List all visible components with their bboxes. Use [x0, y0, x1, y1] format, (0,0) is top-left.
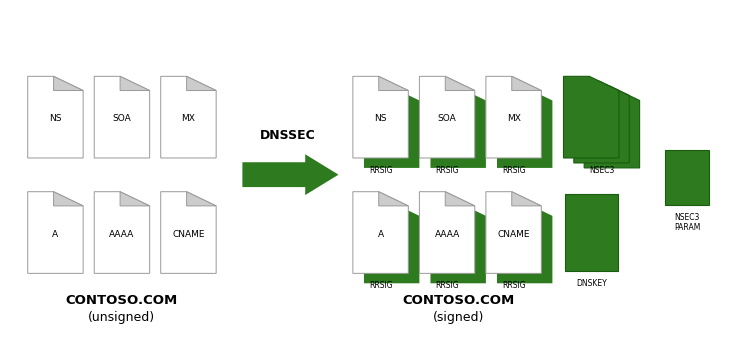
- Text: CNAME: CNAME: [497, 230, 530, 239]
- Text: RRSIG: RRSIG: [502, 281, 525, 290]
- Text: MX: MX: [182, 114, 195, 124]
- Polygon shape: [242, 154, 338, 195]
- Polygon shape: [585, 86, 640, 168]
- Polygon shape: [186, 76, 217, 91]
- Bar: [665, 150, 709, 205]
- Text: RRSIG: RRSIG: [435, 281, 459, 290]
- Polygon shape: [420, 76, 474, 158]
- Polygon shape: [420, 192, 474, 273]
- Text: A: A: [378, 230, 384, 239]
- Text: SOA: SOA: [112, 114, 132, 124]
- Polygon shape: [486, 192, 541, 273]
- Polygon shape: [431, 202, 486, 283]
- Polygon shape: [161, 192, 217, 273]
- Text: NS: NS: [375, 114, 386, 124]
- Text: RRSIG: RRSIG: [435, 166, 459, 175]
- Text: A: A: [52, 230, 58, 239]
- Polygon shape: [497, 202, 552, 283]
- Polygon shape: [511, 76, 541, 91]
- Text: RRSIG: RRSIG: [369, 281, 392, 290]
- Polygon shape: [445, 76, 474, 91]
- Text: AAAA: AAAA: [435, 230, 460, 239]
- Polygon shape: [161, 76, 217, 158]
- Polygon shape: [364, 86, 420, 168]
- Polygon shape: [186, 192, 217, 206]
- Polygon shape: [486, 76, 541, 158]
- Text: AAAA: AAAA: [109, 230, 134, 239]
- Text: (unsigned): (unsigned): [89, 311, 155, 324]
- Text: CNAME: CNAME: [172, 230, 205, 239]
- Polygon shape: [353, 192, 409, 273]
- Text: CONTOSO.COM: CONTOSO.COM: [402, 294, 514, 307]
- Polygon shape: [497, 86, 552, 168]
- Text: CONTOSO.COM: CONTOSO.COM: [66, 294, 178, 307]
- Polygon shape: [95, 192, 149, 273]
- Polygon shape: [564, 76, 619, 158]
- Polygon shape: [95, 76, 149, 158]
- Polygon shape: [120, 192, 149, 206]
- Polygon shape: [364, 202, 420, 283]
- Text: RRSIG: RRSIG: [502, 166, 525, 175]
- Polygon shape: [28, 192, 83, 273]
- Polygon shape: [431, 86, 486, 168]
- Text: SOA: SOA: [437, 114, 457, 124]
- Text: NSEC3
PARAM: NSEC3 PARAM: [674, 213, 701, 233]
- Bar: [565, 194, 618, 271]
- Polygon shape: [53, 192, 83, 206]
- Polygon shape: [378, 192, 409, 206]
- Polygon shape: [574, 81, 630, 163]
- Polygon shape: [445, 192, 474, 206]
- Polygon shape: [28, 76, 83, 158]
- Polygon shape: [353, 76, 409, 158]
- Polygon shape: [511, 192, 541, 206]
- Polygon shape: [53, 76, 83, 91]
- Text: DNSSEC: DNSSEC: [260, 129, 316, 142]
- Text: DNSKEY: DNSKEY: [576, 279, 607, 288]
- Text: RRSIG: RRSIG: [369, 166, 392, 175]
- Text: NSEC3: NSEC3: [589, 166, 614, 175]
- Polygon shape: [378, 76, 409, 91]
- Text: (signed): (signed): [432, 311, 484, 324]
- Text: MX: MX: [507, 114, 520, 124]
- Polygon shape: [120, 76, 149, 91]
- Text: NS: NS: [50, 114, 61, 124]
